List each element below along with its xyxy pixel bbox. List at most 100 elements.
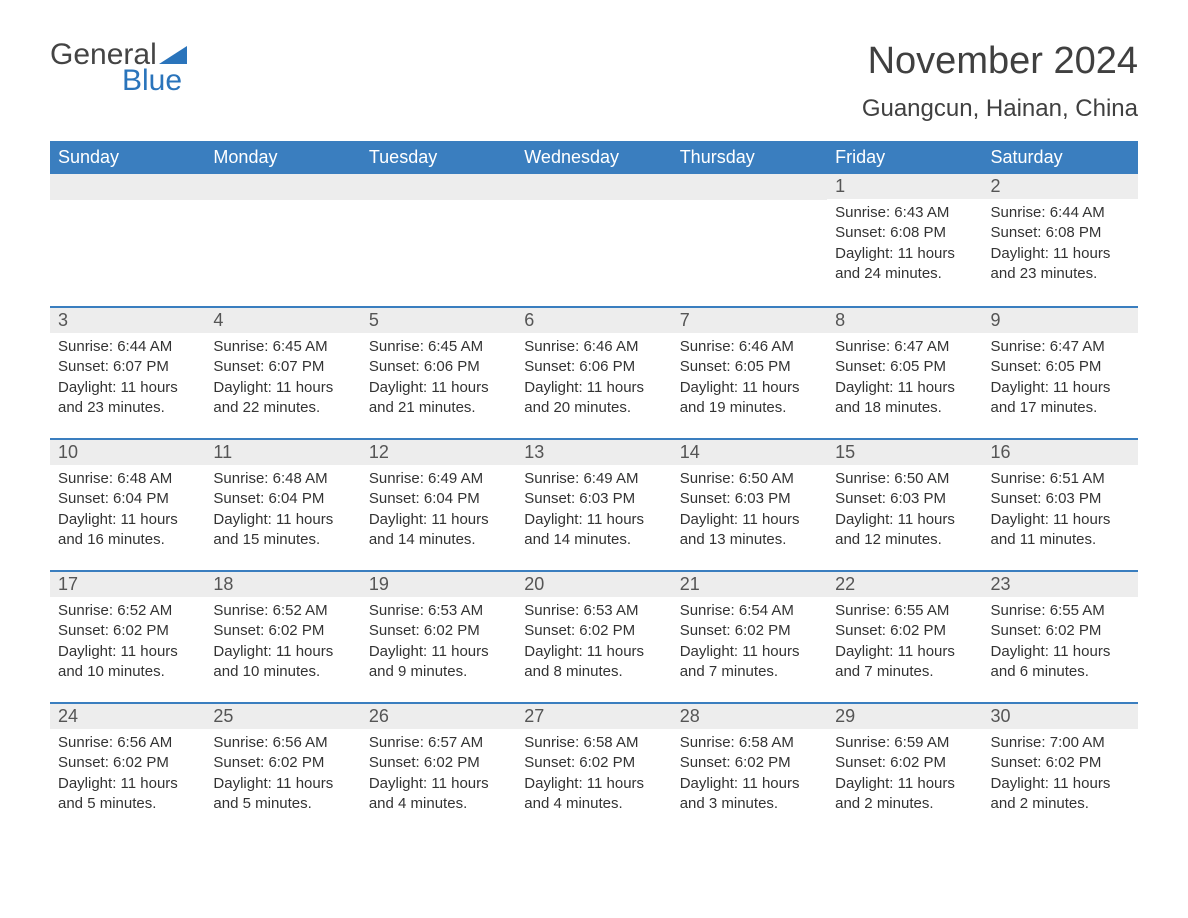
daylight-line: Daylight: 11 hours and 10 minutes. — [213, 642, 352, 683]
daylight-line: Daylight: 11 hours and 11 minutes. — [991, 510, 1130, 551]
day-number: 4 — [205, 308, 360, 333]
calendar-cell: 20Sunrise: 6:53 AMSunset: 6:02 PMDayligh… — [516, 570, 671, 702]
calendar-cell: 19Sunrise: 6:53 AMSunset: 6:02 PMDayligh… — [361, 570, 516, 702]
calendar-cell: 17Sunrise: 6:52 AMSunset: 6:02 PMDayligh… — [50, 570, 205, 702]
calendar-cell: 22Sunrise: 6:55 AMSunset: 6:02 PMDayligh… — [827, 570, 982, 702]
sunset-line: Sunset: 6:06 PM — [369, 357, 508, 377]
sunrise-line: Sunrise: 6:59 AM — [835, 733, 974, 753]
day-wrap: 5Sunrise: 6:45 AMSunset: 6:06 PMDaylight… — [361, 306, 516, 428]
day-info: Sunrise: 7:00 AMSunset: 6:02 PMDaylight:… — [983, 729, 1138, 824]
day-number: 6 — [516, 308, 671, 333]
calendar-cell: 11Sunrise: 6:48 AMSunset: 6:04 PMDayligh… — [205, 438, 360, 570]
sunset-line: Sunset: 6:03 PM — [991, 489, 1130, 509]
day-wrap: 4Sunrise: 6:45 AMSunset: 6:07 PMDaylight… — [205, 306, 360, 428]
day-number: 30 — [983, 704, 1138, 729]
calendar-week: 10Sunrise: 6:48 AMSunset: 6:04 PMDayligh… — [50, 438, 1138, 570]
sunrise-line: Sunrise: 6:48 AM — [213, 469, 352, 489]
calendar-cell: 23Sunrise: 6:55 AMSunset: 6:02 PMDayligh… — [983, 570, 1138, 702]
sunset-line: Sunset: 6:04 PM — [213, 489, 352, 509]
day-number: 13 — [516, 440, 671, 465]
day-wrap: 21Sunrise: 6:54 AMSunset: 6:02 PMDayligh… — [672, 570, 827, 692]
daylight-line: Daylight: 11 hours and 9 minutes. — [369, 642, 508, 683]
sunrise-line: Sunrise: 6:44 AM — [58, 337, 197, 357]
sunrise-line: Sunrise: 6:55 AM — [991, 601, 1130, 621]
daylight-line: Daylight: 11 hours and 5 minutes. — [58, 774, 197, 815]
day-number: 16 — [983, 440, 1138, 465]
calendar-cell: 16Sunrise: 6:51 AMSunset: 6:03 PMDayligh… — [983, 438, 1138, 570]
day-wrap: 30Sunrise: 7:00 AMSunset: 6:02 PMDayligh… — [983, 702, 1138, 824]
day-info: Sunrise: 6:52 AMSunset: 6:02 PMDaylight:… — [50, 597, 205, 692]
day-info: Sunrise: 6:50 AMSunset: 6:03 PMDaylight:… — [672, 465, 827, 560]
daylight-line: Daylight: 11 hours and 23 minutes. — [58, 378, 197, 419]
daylight-line: Daylight: 11 hours and 15 minutes. — [213, 510, 352, 551]
sunrise-line: Sunrise: 6:45 AM — [369, 337, 508, 357]
day-number: 18 — [205, 572, 360, 597]
day-number: 19 — [361, 572, 516, 597]
day-info: Sunrise: 6:51 AMSunset: 6:03 PMDaylight:… — [983, 465, 1138, 560]
sunset-line: Sunset: 6:07 PM — [213, 357, 352, 377]
calendar-cell: 25Sunrise: 6:56 AMSunset: 6:02 PMDayligh… — [205, 702, 360, 834]
day-info: Sunrise: 6:49 AMSunset: 6:03 PMDaylight:… — [516, 465, 671, 560]
day-info: Sunrise: 6:56 AMSunset: 6:02 PMDaylight:… — [50, 729, 205, 824]
day-info: Sunrise: 6:55 AMSunset: 6:02 PMDaylight:… — [983, 597, 1138, 692]
day-info: Sunrise: 6:49 AMSunset: 6:04 PMDaylight:… — [361, 465, 516, 560]
calendar-cell: 18Sunrise: 6:52 AMSunset: 6:02 PMDayligh… — [205, 570, 360, 702]
weekday-row: SundayMondayTuesdayWednesdayThursdayFrid… — [50, 141, 1138, 174]
day-info: Sunrise: 6:54 AMSunset: 6:02 PMDaylight:… — [672, 597, 827, 692]
day-wrap: 10Sunrise: 6:48 AMSunset: 6:04 PMDayligh… — [50, 438, 205, 560]
daylight-line: Daylight: 11 hours and 16 minutes. — [58, 510, 197, 551]
calendar-cell: 29Sunrise: 6:59 AMSunset: 6:02 PMDayligh… — [827, 702, 982, 834]
day-wrap: 28Sunrise: 6:58 AMSunset: 6:02 PMDayligh… — [672, 702, 827, 824]
sunrise-line: Sunrise: 6:56 AM — [213, 733, 352, 753]
calendar-cell: 26Sunrise: 6:57 AMSunset: 6:02 PMDayligh… — [361, 702, 516, 834]
day-number: 3 — [50, 308, 205, 333]
day-info: Sunrise: 6:43 AMSunset: 6:08 PMDaylight:… — [827, 199, 982, 294]
sunrise-line: Sunrise: 6:46 AM — [524, 337, 663, 357]
daylight-line: Daylight: 11 hours and 4 minutes. — [369, 774, 508, 815]
sunrise-line: Sunrise: 6:43 AM — [835, 203, 974, 223]
daylight-line: Daylight: 11 hours and 3 minutes. — [680, 774, 819, 815]
calendar-week: 24Sunrise: 6:56 AMSunset: 6:02 PMDayligh… — [50, 702, 1138, 834]
calendar-cell — [50, 174, 205, 306]
sunset-line: Sunset: 6:02 PM — [58, 753, 197, 773]
day-wrap: 15Sunrise: 6:50 AMSunset: 6:03 PMDayligh… — [827, 438, 982, 560]
day-info: Sunrise: 6:53 AMSunset: 6:02 PMDaylight:… — [361, 597, 516, 692]
calendar-week: 3 Sunrise: 6:44 AM Sunset: 6:07 PM Daylight… — [50, 306, 1138, 438]
daylight-line: Daylight: 11 hours and 20 minutes. — [524, 378, 663, 419]
calendar-cell: 12Sunrise: 6:49 AMSunset: 6:04 PMDayligh… — [361, 438, 516, 570]
sunset-line: Sunset: 6:03 PM — [680, 489, 819, 509]
day-info: Sunrise: 6:44 AMSunset: 6:08 PMDaylight:… — [983, 199, 1138, 294]
day-wrap: 24Sunrise: 6:56 AMSunset: 6:02 PMDayligh… — [50, 702, 205, 824]
sunrise-line: Sunrise: 6:44 AM — [991, 203, 1130, 223]
day-info: Sunrise: 6:58 AMSunset: 6:02 PMDaylight:… — [672, 729, 827, 824]
logo: General Blue — [50, 40, 187, 96]
day-number: 24 — [50, 704, 205, 729]
day-number: 21 — [672, 572, 827, 597]
sunset-line: Sunset: 6:03 PM — [524, 489, 663, 509]
weekday-header: Wednesday — [516, 141, 671, 174]
logo-text-blue: Blue — [122, 66, 187, 96]
sunset-line: Sunset: 6:02 PM — [58, 621, 197, 641]
sunset-line: Sunset: 6:05 PM — [991, 357, 1130, 377]
sunrise-line: Sunrise: 6:57 AM — [369, 733, 508, 753]
day-wrap: 1Sunrise: 6:43 AMSunset: 6:08 PMDaylight… — [827, 174, 982, 294]
day-wrap: 25Sunrise: 6:56 AMSunset: 6:02 PMDayligh… — [205, 702, 360, 824]
calendar-week: 1Sunrise: 6:43 AMSunset: 6:08 PMDaylight… — [50, 174, 1138, 306]
day-number: 15 — [827, 440, 982, 465]
day-info: Sunrise: 6:58 AMSunset: 6:02 PMDaylight:… — [516, 729, 671, 824]
day-info: Sunrise: 6:48 AMSunset: 6:04 PMDaylight:… — [205, 465, 360, 560]
sunrise-line: Sunrise: 6:49 AM — [369, 469, 508, 489]
day-info: Sunrise: 6:45 AMSunset: 6:06 PMDaylight:… — [361, 333, 516, 428]
sunrise-line: Sunrise: 6:49 AM — [524, 469, 663, 489]
calendar-cell: 13Sunrise: 6:49 AMSunset: 6:03 PMDayligh… — [516, 438, 671, 570]
day-number: 27 — [516, 704, 671, 729]
day-info: Sunrise: 6:48 AMSunset: 6:04 PMDaylight:… — [50, 465, 205, 560]
location: Guangcun, Hainan, China — [862, 95, 1138, 123]
empty-day-bg — [672, 174, 827, 200]
calendar-cell: 30Sunrise: 7:00 AMSunset: 6:02 PMDayligh… — [983, 702, 1138, 834]
day-wrap: 11Sunrise: 6:48 AMSunset: 6:04 PMDayligh… — [205, 438, 360, 560]
weekday-header: Tuesday — [361, 141, 516, 174]
sunset-line: Sunset: 6:08 PM — [835, 223, 974, 243]
sunrise-line: Sunrise: 6:53 AM — [369, 601, 508, 621]
day-number: 10 — [50, 440, 205, 465]
